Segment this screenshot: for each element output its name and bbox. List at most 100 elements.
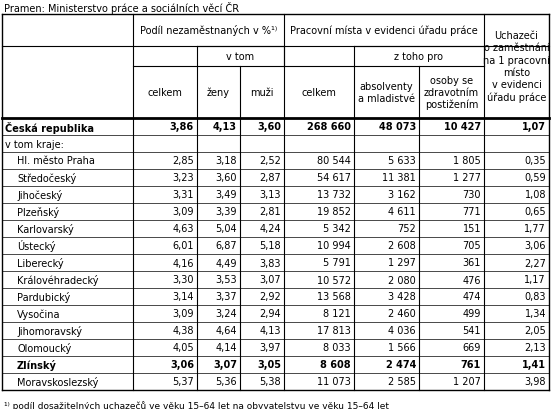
Text: 2,13: 2,13 — [525, 343, 546, 353]
Text: 3,60: 3,60 — [257, 122, 281, 132]
Text: 361: 361 — [463, 258, 481, 268]
Text: 3,30: 3,30 — [172, 275, 194, 285]
Text: 3,07: 3,07 — [260, 275, 281, 285]
Text: 3 162: 3 162 — [388, 190, 416, 200]
Text: 5,38: 5,38 — [260, 377, 281, 387]
Text: z toho pro: z toho pro — [395, 52, 444, 62]
Text: 11 381: 11 381 — [382, 173, 416, 183]
Text: Jihočeský: Jihočeský — [17, 189, 62, 200]
Text: 3,98: 3,98 — [525, 377, 546, 387]
Text: 1 297: 1 297 — [388, 258, 416, 268]
Text: 2 585: 2 585 — [388, 377, 416, 387]
Text: Plzeňský: Plzeňský — [17, 207, 59, 218]
Text: 3,86: 3,86 — [170, 122, 194, 132]
Text: 4,13: 4,13 — [213, 122, 237, 132]
Text: Česká republika: Česká republika — [5, 121, 94, 133]
Text: 151: 151 — [462, 224, 481, 234]
Text: 771: 771 — [462, 207, 481, 217]
Text: 1 207: 1 207 — [453, 377, 481, 387]
Text: 0,83: 0,83 — [525, 292, 546, 302]
Text: 2 460: 2 460 — [388, 309, 416, 319]
Text: 8 121: 8 121 — [323, 309, 351, 319]
Text: 5,36: 5,36 — [215, 377, 237, 387]
Text: 10 427: 10 427 — [444, 122, 481, 132]
Text: 2 080: 2 080 — [388, 275, 416, 285]
Text: 17 813: 17 813 — [317, 326, 351, 336]
Text: 1,77: 1,77 — [524, 224, 546, 234]
Text: 0,65: 0,65 — [525, 207, 546, 217]
Text: 0,59: 0,59 — [525, 173, 546, 183]
Text: 11 073: 11 073 — [317, 377, 351, 387]
Text: Uchazeči
o zaměstnání
na 1 pracovní
místo
v evidenci
úřadu práce: Uchazeči o zaměstnání na 1 pracovní míst… — [483, 31, 550, 102]
Text: 19 852: 19 852 — [317, 207, 351, 217]
Text: osoby se
zdravotním
postižením: osoby se zdravotním postižením — [424, 76, 479, 110]
Text: v tom: v tom — [226, 52, 255, 62]
Text: 3,07: 3,07 — [213, 360, 237, 370]
Text: muži: muži — [250, 88, 274, 98]
Text: 6,01: 6,01 — [172, 241, 194, 251]
Text: 2,27: 2,27 — [524, 258, 546, 268]
Text: Karlovarský: Karlovarský — [17, 223, 74, 234]
Text: 8 033: 8 033 — [323, 343, 351, 353]
Text: 476: 476 — [462, 275, 481, 285]
Text: 5 791: 5 791 — [323, 258, 351, 268]
Text: 669: 669 — [463, 343, 481, 353]
Text: 4,64: 4,64 — [215, 326, 237, 336]
Text: Zlínský: Zlínský — [17, 359, 57, 370]
Text: 705: 705 — [462, 241, 481, 251]
Text: 80 544: 80 544 — [317, 156, 351, 166]
Text: 4 611: 4 611 — [388, 207, 416, 217]
Text: 6,87: 6,87 — [215, 241, 237, 251]
Text: 0,35: 0,35 — [525, 156, 546, 166]
Text: 3,53: 3,53 — [215, 275, 237, 285]
Text: 4,16: 4,16 — [172, 258, 194, 268]
Text: 3,18: 3,18 — [215, 156, 237, 166]
Text: 4,14: 4,14 — [215, 343, 237, 353]
Text: 48 073: 48 073 — [379, 122, 416, 132]
Text: 3,49: 3,49 — [215, 190, 237, 200]
Text: 3,31: 3,31 — [172, 190, 194, 200]
Text: 2,85: 2,85 — [172, 156, 194, 166]
Text: 13 568: 13 568 — [317, 292, 351, 302]
Text: ženy: ženy — [207, 88, 230, 98]
Text: Pardubický: Pardubický — [17, 291, 70, 302]
Text: 499: 499 — [463, 309, 481, 319]
Text: 3 428: 3 428 — [388, 292, 416, 302]
Text: Ústecký: Ústecký — [17, 240, 56, 252]
Text: Olomoucký: Olomoucký — [17, 342, 71, 353]
Text: 2,05: 2,05 — [524, 326, 546, 336]
Text: Hl. město Praha: Hl. město Praha — [17, 156, 95, 166]
Text: 1,41: 1,41 — [522, 360, 546, 370]
Text: absolventy
a mladistvé: absolventy a mladistvé — [358, 82, 415, 104]
Text: 2,94: 2,94 — [260, 309, 281, 319]
Text: 2,52: 2,52 — [259, 156, 281, 166]
Text: celkem: celkem — [301, 88, 337, 98]
Text: 3,24: 3,24 — [215, 309, 237, 319]
Text: Vysočina: Vysočina — [17, 308, 61, 319]
Text: 10 572: 10 572 — [317, 275, 351, 285]
Text: Královéhradecký: Královéhradecký — [17, 274, 99, 285]
Text: 3,37: 3,37 — [215, 292, 237, 302]
Text: 2,81: 2,81 — [260, 207, 281, 217]
Text: 3,09: 3,09 — [172, 309, 194, 319]
Text: 10 994: 10 994 — [317, 241, 351, 251]
Text: 3,23: 3,23 — [172, 173, 194, 183]
Text: 8 608: 8 608 — [320, 360, 351, 370]
Text: 4,05: 4,05 — [172, 343, 194, 353]
Text: 3,97: 3,97 — [260, 343, 281, 353]
Text: 3,39: 3,39 — [215, 207, 237, 217]
Text: 3,60: 3,60 — [215, 173, 237, 183]
Text: Jihomoravský: Jihomoravský — [17, 325, 82, 336]
Text: 2,92: 2,92 — [260, 292, 281, 302]
Text: 3,09: 3,09 — [172, 207, 194, 217]
Text: 3,83: 3,83 — [260, 258, 281, 268]
Text: 4,63: 4,63 — [172, 224, 194, 234]
Text: 4,24: 4,24 — [260, 224, 281, 234]
Text: 752: 752 — [397, 224, 416, 234]
Text: 4 036: 4 036 — [388, 326, 416, 336]
Text: 1 277: 1 277 — [453, 173, 481, 183]
Text: 541: 541 — [462, 326, 481, 336]
Text: 3,14: 3,14 — [172, 292, 194, 302]
Text: 4,49: 4,49 — [215, 258, 237, 268]
Text: Pracovní místa v evidenci úřadu práce: Pracovní místa v evidenci úřadu práce — [290, 26, 478, 36]
